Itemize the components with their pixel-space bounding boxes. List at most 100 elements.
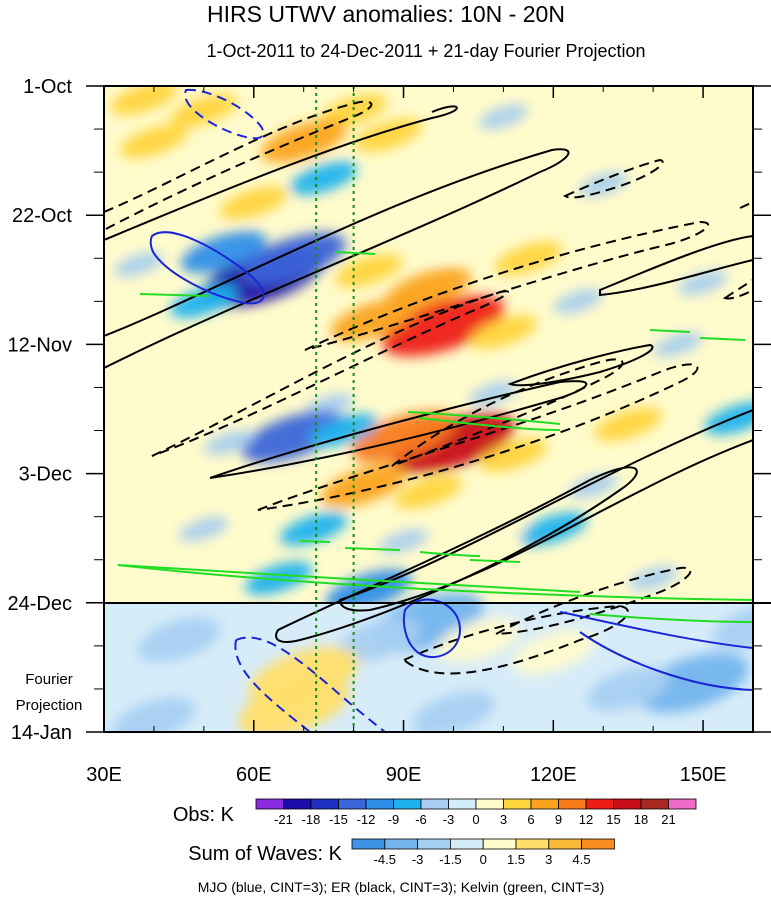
plot-frame — [103, 85, 754, 733]
obs-anomaly-blob — [478, 104, 528, 129]
y-tick-label: 12-Nov — [8, 334, 72, 356]
waves-colorbar-label: Sum of Waves: K — [188, 843, 342, 865]
obs-anomaly-blob — [260, 120, 347, 163]
er-contour-positive — [275, 466, 638, 643]
colorbar-swatch — [255, 798, 284, 810]
colorbar-tick-label: -9 — [388, 812, 400, 827]
waves-anomaly-blob — [511, 629, 595, 675]
obs-anomaly-blob — [129, 393, 179, 419]
obs-anomaly-blob — [170, 93, 238, 128]
obs-anomaly-blob — [703, 553, 753, 578]
colorbar-swatch — [613, 798, 642, 810]
colorbar-swatch — [585, 798, 614, 810]
colorbar-swatch — [581, 838, 615, 850]
waves-colorbar: -4.5 -3 -1.5 0 1.5 3 4.5 — [351, 838, 615, 867]
colorbar-swatch — [365, 798, 394, 810]
mjo-contour-positive — [402, 598, 462, 659]
kelvin-contour — [699, 337, 746, 341]
obs-anomaly-blob — [120, 124, 188, 158]
obs-colorbar-label: Obs: K — [173, 804, 235, 826]
kelvin-contour — [589, 613, 753, 623]
colorbar-swatch — [668, 798, 697, 810]
obs-anomaly-blob — [330, 298, 417, 341]
obs-anomaly-blob — [469, 315, 538, 349]
y-tick-label: 24-Dec — [8, 593, 72, 615]
er-contour-negative — [722, 278, 753, 300]
colorbar-tick-label: 18 — [634, 812, 648, 827]
er-contour-positive — [599, 234, 753, 297]
obs-anomaly-blob — [379, 529, 429, 554]
projected-waves-field — [104, 591, 753, 732]
chart-subtitle: 1-Oct-2011 to 24-Dec-2011 + 21-day Fouri… — [206, 41, 645, 61]
obs-anomaly-blob — [110, 86, 178, 115]
er-contour-positive — [104, 105, 458, 241]
colorbar-tick-label: 15 — [606, 812, 620, 827]
obs-anomaly-blob — [170, 284, 238, 318]
obs-anomaly-blob — [351, 411, 456, 463]
y-tick-label: 1-Oct — [23, 76, 72, 98]
colorbar-tick-label: 21 — [661, 812, 675, 827]
obs-anomaly-blob — [279, 344, 329, 369]
er-contour-positive — [507, 343, 654, 387]
mjo-contour-positive — [149, 231, 265, 305]
colorbar-tick-label: -15 — [329, 812, 348, 827]
obs-anomaly-blob — [245, 561, 313, 595]
er-contour-negative — [391, 358, 624, 467]
colorbar-swatch — [448, 798, 477, 810]
obs-anomaly-blob — [553, 289, 603, 314]
obs-anomaly-blob — [220, 186, 288, 220]
mjo-contour-positive — [559, 611, 753, 649]
kelvin-contour — [407, 411, 561, 425]
obs-anomaly-blob — [114, 252, 164, 277]
obs-anomaly-blob — [628, 535, 678, 560]
colorbar-swatch — [558, 798, 587, 810]
colorbar-swatch — [503, 798, 532, 810]
waves-anomaly-blob — [238, 677, 350, 732]
colorbar-tick-label: 3 — [545, 852, 552, 867]
kelvin-contour — [419, 417, 561, 431]
colorbar-tick-label: -12 — [357, 812, 376, 827]
er-contour-negative — [739, 201, 753, 209]
obs-anomaly-blob — [704, 401, 753, 435]
colorbar-swatch — [310, 798, 339, 810]
er-contour-negative — [563, 158, 664, 199]
obs-anomaly-blob — [578, 172, 628, 197]
obs-anomaly-blob — [519, 512, 588, 546]
obs-anomaly-blob — [479, 438, 548, 472]
colorbar-tick-label: -4.5 — [374, 852, 396, 867]
kelvin-contour — [649, 329, 691, 333]
obs-anomaly-blob — [241, 411, 346, 463]
obs-anomaly-blob — [603, 240, 653, 265]
obs-anomaly-blob — [129, 455, 179, 480]
obs-anomaly-blob — [241, 232, 346, 284]
colorbar-tick-label: 0 — [480, 852, 487, 867]
colorbar-tick-label: -1.5 — [439, 852, 461, 867]
waves-anomaly-blob — [436, 617, 520, 663]
obs-anomaly-blob — [320, 464, 407, 508]
colorbar-tick-label: 3 — [500, 812, 507, 827]
colorbar-swatch — [475, 798, 504, 810]
obs-anomaly-blob — [678, 166, 728, 191]
er-contour-positive — [338, 408, 753, 612]
obs-anomaly-blob — [668, 467, 718, 492]
colorbar-tick-label: 6 — [527, 812, 534, 827]
colorbar-tick-label: -6 — [415, 812, 427, 827]
er-contour-positive — [209, 380, 588, 479]
y-tick-label: 14-Jan — [11, 722, 72, 744]
obs-anomaly-blob — [392, 412, 515, 474]
obs-anomaly-blob — [104, 196, 154, 222]
obs-anomaly-blob — [119, 566, 169, 591]
obs-anomaly-blob — [428, 233, 478, 259]
obs-colorbar: -21 -18 -15 -12 -9 -6 -3 0 3 6 9 12 15 18 21 — [255, 798, 697, 827]
er-contour-negative — [151, 290, 509, 457]
kelvin-contour — [117, 564, 581, 593]
x-tick-label: 60E — [236, 764, 272, 786]
colorbar-swatch — [393, 798, 422, 810]
obs-anomaly-blob — [354, 118, 423, 152]
mjo-contour-negative — [234, 639, 311, 732]
kelvin-contour — [299, 540, 331, 543]
colorbar-swatch — [420, 798, 449, 810]
projection-label-line1: Fourier — [25, 671, 73, 688]
obs-anomaly-blob — [279, 512, 348, 546]
